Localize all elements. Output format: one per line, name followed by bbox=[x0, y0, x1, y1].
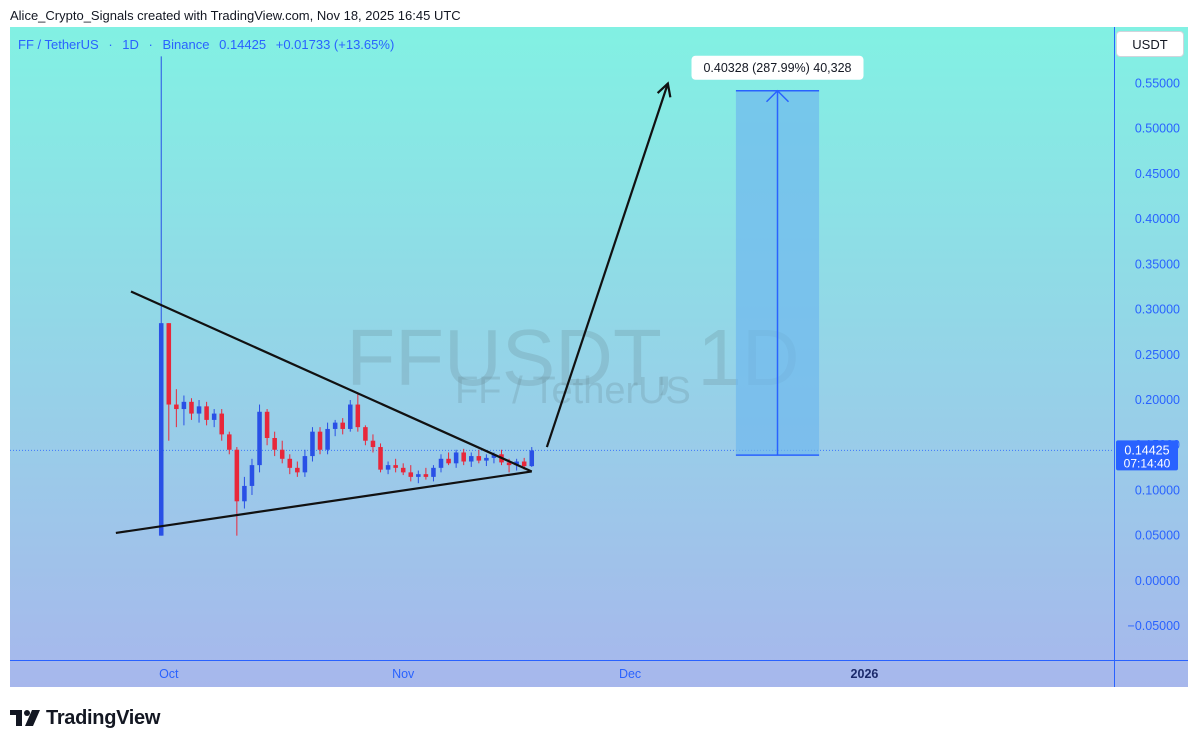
symbol-header[interactable]: FF / TetherUS · 1D · Binance 0.14425 +0.… bbox=[18, 37, 400, 52]
currency-button[interactable]: USDT bbox=[1116, 31, 1184, 57]
candle-body bbox=[279, 449, 285, 459]
y-tick-label: 0.45000 bbox=[1135, 167, 1180, 181]
symbol-interval: 1D bbox=[122, 37, 139, 52]
candle-body bbox=[393, 465, 398, 468]
symbol-exchange: Binance bbox=[162, 37, 210, 52]
candle-body bbox=[453, 452, 459, 464]
tradingview-logo-icon bbox=[10, 710, 40, 726]
candle-body bbox=[257, 411, 262, 466]
y-tick-label: 0.40000 bbox=[1135, 212, 1180, 226]
drawings: 0.40328 (287.99%) 40,328 bbox=[115, 55, 864, 535]
candle-body bbox=[378, 447, 383, 470]
candle-body bbox=[416, 474, 421, 477]
candle-body bbox=[242, 485, 247, 502]
candle-body bbox=[423, 474, 429, 477]
header-separator: · bbox=[148, 37, 153, 52]
symbol-name: FF / TetherUS bbox=[18, 37, 99, 52]
candle-body bbox=[476, 456, 482, 461]
x-tick-label: Dec bbox=[619, 667, 641, 681]
candle-body bbox=[431, 467, 436, 477]
price-chart[interactable]: FFUSDT, 1D FF / TetherUS 0.600000.550000… bbox=[10, 27, 1188, 687]
chart-caption: Alice_Crypto_Signals created with Tradin… bbox=[10, 8, 461, 23]
candle-body bbox=[521, 461, 527, 467]
candles bbox=[158, 56, 535, 536]
current-price-value: 0.14425 bbox=[1124, 443, 1169, 457]
candle-body bbox=[370, 440, 376, 448]
candle-body bbox=[181, 401, 187, 410]
candle-body bbox=[514, 461, 519, 466]
candle-body bbox=[196, 406, 202, 414]
candle-body bbox=[227, 434, 232, 450]
candle-body bbox=[310, 431, 315, 457]
candle-body bbox=[355, 404, 361, 428]
y-tick-label: 0.00000 bbox=[1135, 574, 1180, 588]
candle-body bbox=[348, 404, 353, 429]
y-tick-label: −0.05000 bbox=[1128, 619, 1181, 633]
candle-body bbox=[264, 411, 270, 438]
triangle-lower-line bbox=[115, 470, 532, 535]
chart-background bbox=[10, 27, 1188, 687]
candle-body bbox=[302, 456, 308, 473]
candle-body bbox=[249, 465, 255, 486]
candle-body bbox=[295, 467, 300, 473]
candle-body bbox=[363, 427, 368, 441]
projection-label-box bbox=[691, 55, 864, 80]
candle-body bbox=[438, 458, 444, 468]
x-tick-label: Nov bbox=[392, 667, 415, 681]
y-tick-label: 0.35000 bbox=[1135, 257, 1180, 271]
candle-body bbox=[325, 428, 330, 450]
candle-body bbox=[166, 323, 172, 405]
y-tick-label: 0.20000 bbox=[1135, 393, 1180, 407]
x-tick-label: 2026 bbox=[851, 667, 879, 681]
symbol-change: +0.01733 (+13.65%) bbox=[275, 37, 395, 52]
triangle-upper-line bbox=[130, 290, 533, 473]
candle-body bbox=[491, 454, 497, 458]
candle-body bbox=[408, 472, 414, 477]
candle-body bbox=[506, 462, 512, 466]
projection-arrow bbox=[545, 83, 669, 448]
symbol-price: 0.14425 bbox=[219, 37, 267, 52]
y-tick-label: 0.10000 bbox=[1135, 483, 1180, 497]
candle-body bbox=[211, 413, 217, 420]
current-price-countdown: 07:14:40 bbox=[1124, 456, 1171, 470]
projection-arrow-head bbox=[656, 81, 672, 98]
candle-body bbox=[340, 422, 345, 429]
watermark-sub: FF / TetherUS bbox=[455, 370, 691, 412]
projection-label: 0.40328 (287.99%) 40,328 bbox=[703, 61, 851, 75]
candle-body bbox=[174, 404, 179, 410]
watermark: FFUSDT, 1D FF / TetherUS bbox=[346, 313, 799, 412]
y-tick-label: 0.30000 bbox=[1135, 303, 1180, 317]
current-price-label-box bbox=[1116, 440, 1178, 471]
candle-body bbox=[332, 422, 338, 429]
chart-area[interactable]: FFUSDT, 1D FF / TetherUS 0.600000.550000… bbox=[10, 27, 1188, 687]
candle-body bbox=[189, 401, 194, 414]
y-tick-label: 0.50000 bbox=[1135, 122, 1180, 136]
candle-body bbox=[468, 456, 474, 462]
candle-body bbox=[158, 323, 164, 536]
projection-measure-arrowhead bbox=[765, 89, 790, 103]
y-tick-label: 0.05000 bbox=[1135, 529, 1180, 543]
header-separator: · bbox=[108, 37, 113, 52]
candle-body bbox=[529, 450, 535, 467]
x-tick-label: Oct bbox=[159, 667, 179, 681]
candle-body bbox=[385, 465, 391, 470]
candle-body bbox=[446, 458, 451, 464]
candle-body bbox=[461, 452, 466, 462]
watermark-main: FFUSDT, 1D bbox=[346, 313, 799, 402]
y-tick-label: 0.55000 bbox=[1135, 77, 1180, 91]
footer: TradingView bbox=[10, 706, 160, 730]
candle-body bbox=[219, 413, 224, 435]
candle-body bbox=[484, 457, 489, 461]
candle-body bbox=[204, 406, 209, 420]
candle-body bbox=[234, 449, 240, 502]
candle-body bbox=[287, 458, 293, 468]
candle-body bbox=[400, 467, 406, 473]
candle-body bbox=[272, 437, 277, 450]
y-tick-label: 0.25000 bbox=[1135, 348, 1180, 362]
tradingview-wordmark: TradingView bbox=[46, 706, 161, 729]
candle-body bbox=[317, 431, 323, 450]
